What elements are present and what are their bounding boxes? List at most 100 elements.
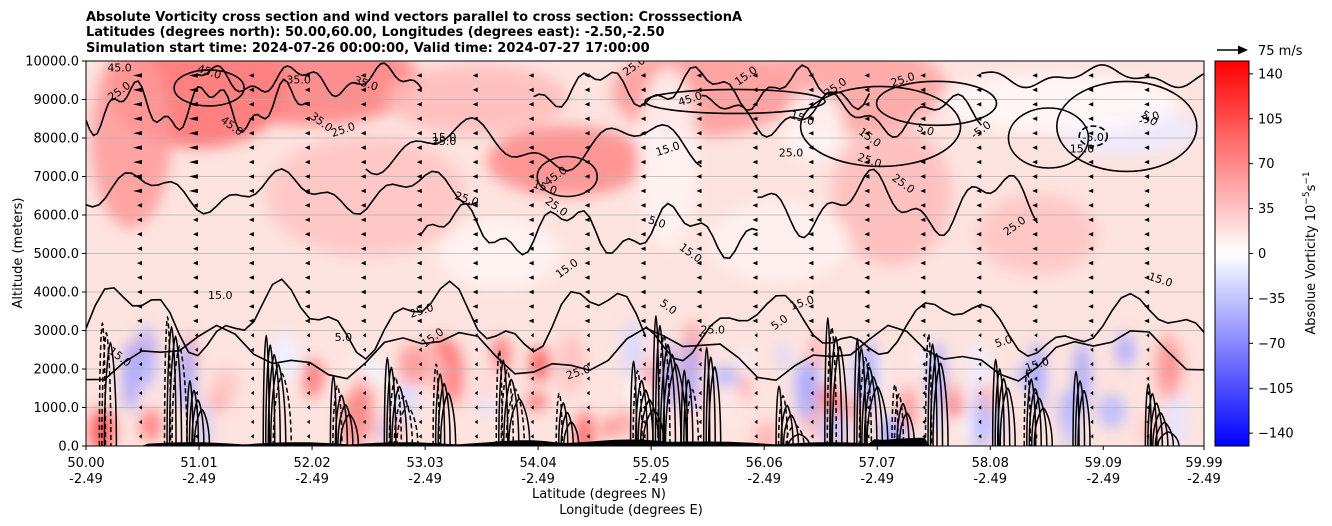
wind-vector xyxy=(416,217,422,223)
wind-vector xyxy=(528,318,534,324)
wind-vector xyxy=(808,217,814,223)
contour-convective xyxy=(1152,411,1169,446)
wind-vector xyxy=(1032,246,1038,251)
wind-vector xyxy=(416,102,422,107)
wind-vector xyxy=(976,188,982,194)
wind-vector xyxy=(472,260,478,266)
wind-vector xyxy=(920,304,926,309)
wind-vector xyxy=(1032,188,1038,194)
wind-vector xyxy=(194,434,198,439)
wind-vector xyxy=(978,361,982,367)
colorbar-tick-label: 35 xyxy=(1258,202,1275,217)
terrain-profile xyxy=(86,437,1204,446)
contour-convective xyxy=(637,389,654,446)
wind-vector xyxy=(418,405,422,410)
wind-vector xyxy=(194,390,198,396)
wind-vector xyxy=(472,217,478,223)
wind-vector xyxy=(1088,217,1094,223)
wind-vector xyxy=(640,87,646,93)
wind-vector xyxy=(248,246,254,251)
wind-vector xyxy=(810,333,814,338)
x-tick-label-lat: 50.00 xyxy=(67,456,104,471)
wind-vector xyxy=(304,246,310,251)
contour-convective xyxy=(186,380,194,446)
wind-vector xyxy=(81,275,86,279)
wind-vector xyxy=(640,289,646,295)
wind-vector xyxy=(696,73,702,78)
wind-vector xyxy=(808,174,814,179)
contour-convective xyxy=(1028,387,1042,446)
contour-convective xyxy=(858,356,873,446)
wind-vector xyxy=(698,376,702,381)
contour-convective xyxy=(557,402,569,446)
wind-vector xyxy=(810,434,814,439)
contour-loop xyxy=(173,69,245,107)
wind-vector xyxy=(416,260,422,266)
wind-vector xyxy=(77,73,86,77)
shade-cell xyxy=(777,342,789,371)
wind-vector xyxy=(474,376,478,381)
wind-vector xyxy=(1090,434,1094,439)
contour-convective xyxy=(388,376,403,446)
contour-convective xyxy=(337,403,354,446)
wind-vector xyxy=(584,275,590,280)
wind-vector xyxy=(808,304,814,309)
wind-vector xyxy=(416,289,422,295)
wind-vector xyxy=(586,405,590,410)
wind-vector xyxy=(304,188,310,194)
wind-vector xyxy=(472,102,478,107)
wind-vector xyxy=(976,102,982,107)
wind-vector xyxy=(640,260,646,266)
wind-vector xyxy=(976,73,982,78)
wind-vector xyxy=(360,232,366,237)
contour-convective xyxy=(495,349,504,446)
wind-vector xyxy=(418,333,422,338)
wind-vector xyxy=(752,318,758,324)
x-tick-label-lon: -2.49 xyxy=(521,472,555,487)
wind-vector xyxy=(696,203,702,208)
y-tick-label: 5000.0 xyxy=(34,247,80,262)
x-tick-label-lon: -2.49 xyxy=(1086,472,1120,487)
contour-convective xyxy=(168,335,183,446)
x-tick-label-lat: 59.09 xyxy=(1085,456,1122,471)
wind-vector xyxy=(192,289,198,295)
wind-vector xyxy=(138,376,142,381)
x-tick-label-lon: -2.49 xyxy=(634,472,668,487)
wind-vector xyxy=(754,376,758,381)
y-tick-label: 8000.0 xyxy=(34,132,80,147)
wind-vector xyxy=(642,347,646,352)
contour-convective xyxy=(829,336,843,446)
wind-vector xyxy=(864,116,870,121)
contour-convective xyxy=(265,344,276,446)
wind-vector xyxy=(474,333,478,338)
wind-vector xyxy=(1034,390,1038,396)
wind-vector xyxy=(192,275,198,280)
contour-convective xyxy=(383,356,392,446)
wind-vector xyxy=(81,261,86,265)
contour-convective xyxy=(1031,397,1048,446)
wind-vector xyxy=(584,116,590,121)
contour-label: 45.0 xyxy=(107,62,132,75)
shade-cell xyxy=(529,346,550,383)
wind-vector xyxy=(188,116,198,121)
wind-vector xyxy=(416,87,422,93)
wind-vector xyxy=(976,159,982,165)
contour-convective xyxy=(891,383,899,446)
colorbar-tick-label: −105 xyxy=(1258,382,1294,397)
shade-cell xyxy=(136,325,157,389)
wind-vector xyxy=(864,188,870,194)
contour-convective xyxy=(659,343,677,446)
wind-vector xyxy=(696,188,702,194)
wind-vector xyxy=(976,246,982,251)
wind-vector xyxy=(922,333,926,338)
wind-vector xyxy=(640,73,646,78)
wind-vector xyxy=(584,232,590,237)
wind-vector xyxy=(810,361,814,367)
wind-vector xyxy=(584,188,590,194)
wind-vector xyxy=(360,275,366,280)
wind-vector xyxy=(866,347,870,352)
plot-area: 25.025.045.0 45.045.045.045.035.0 35.035.0… xyxy=(77,60,1205,447)
wind-vector xyxy=(472,275,478,280)
wind-vector xyxy=(360,246,366,251)
wind-vector xyxy=(194,361,198,367)
